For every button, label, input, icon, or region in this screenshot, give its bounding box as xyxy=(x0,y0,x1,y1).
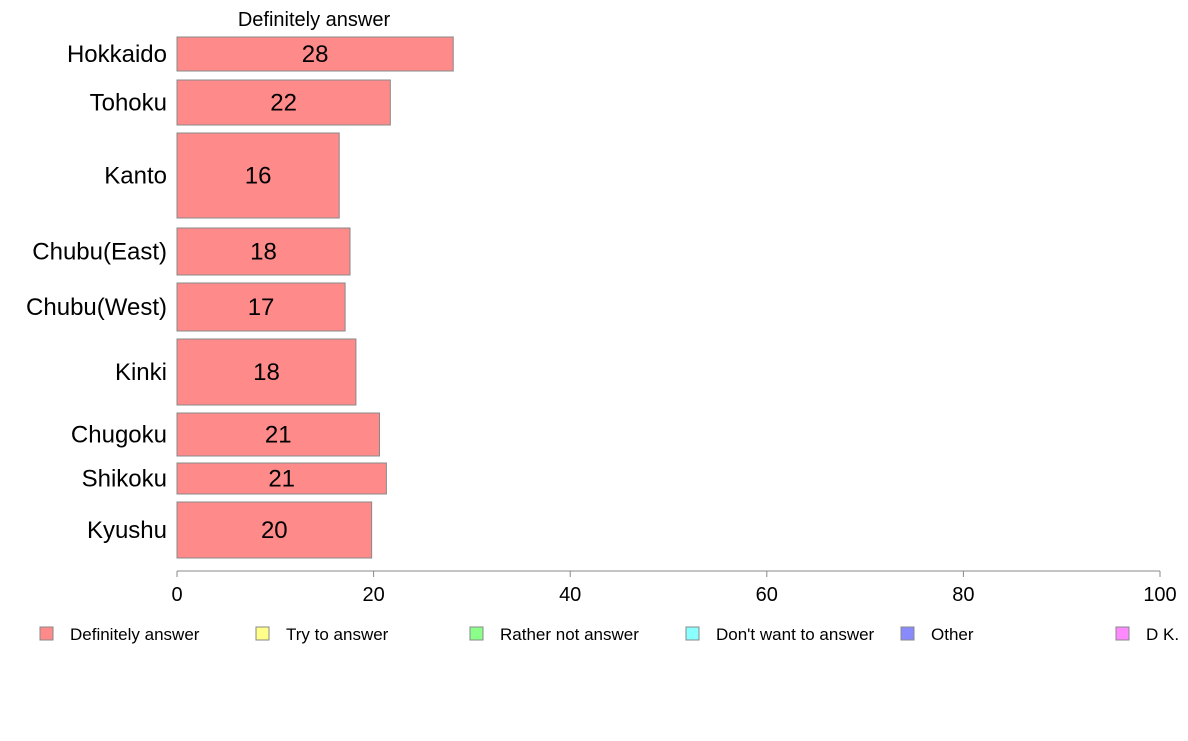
bar-kyushu xyxy=(176,501,373,559)
legend-swatch xyxy=(39,626,54,641)
legend: Definitely answer Try to answer Rather not… xyxy=(39,625,1179,644)
bar-chubu-west- xyxy=(176,282,346,332)
x-tick-label: 60 xyxy=(756,584,778,606)
chart-title: Definitely answer xyxy=(238,9,391,31)
bar-value-label: 18 xyxy=(250,239,277,266)
legend-label: Don't want to answer xyxy=(716,625,875,644)
category-label: Tohoku xyxy=(90,90,167,117)
bar-value-label: 20 xyxy=(261,517,288,544)
legend-swatch xyxy=(1115,626,1130,641)
bar-value-label: 28 xyxy=(302,41,329,68)
bar-chugoku xyxy=(176,412,380,457)
bar-value-label: 21 xyxy=(265,422,292,449)
category-label: Kyushu xyxy=(87,517,167,544)
legend-swatch xyxy=(900,626,915,641)
legend-swatch xyxy=(255,626,270,641)
category-label: Hokkaido xyxy=(67,41,167,68)
bar-value-label: 21 xyxy=(268,466,295,493)
x-tick-label: 40 xyxy=(559,584,581,606)
bar-value-label: 17 xyxy=(248,294,275,321)
bar-kanto xyxy=(176,132,340,219)
bar-value-label: 22 xyxy=(270,90,297,117)
legend-label: Rather not answer xyxy=(500,625,639,644)
legend-label: D K. xyxy=(1146,625,1179,644)
legend-label: Try to answer xyxy=(286,625,389,644)
bar-shikoku xyxy=(176,462,387,495)
category-label: Kinki xyxy=(115,359,167,386)
bar-hokkaido xyxy=(176,36,454,72)
category-label: Chubu(East) xyxy=(32,239,167,266)
legend-label: Definitely answer xyxy=(70,625,200,644)
category-label: Chubu(West) xyxy=(26,294,167,321)
x-tick-label: 20 xyxy=(362,584,384,606)
bars-layer: 28 Hokkaido 22 Tohoku 16 Kanto 18 Chubu(East) 17… xyxy=(26,36,454,559)
x-tick-label: 100 xyxy=(1143,584,1176,606)
category-label: Kanto xyxy=(104,163,167,190)
bar-value-label: 18 xyxy=(253,359,280,386)
bar-tohoku xyxy=(176,79,391,126)
x-tick-label: 0 xyxy=(171,584,182,606)
legend-swatch xyxy=(685,626,700,641)
legend-swatch xyxy=(469,626,484,641)
x-axis: 0 20 40 60 80 100 xyxy=(171,570,1177,606)
bar-chubu-east- xyxy=(176,227,351,276)
x-tick-label: 80 xyxy=(952,584,974,606)
bar-value-label: 16 xyxy=(245,163,272,190)
category-label: Shikoku xyxy=(82,466,167,493)
legend-label: Other xyxy=(931,625,974,644)
bar-kinki xyxy=(176,338,357,406)
category-label: Chugoku xyxy=(71,422,167,449)
